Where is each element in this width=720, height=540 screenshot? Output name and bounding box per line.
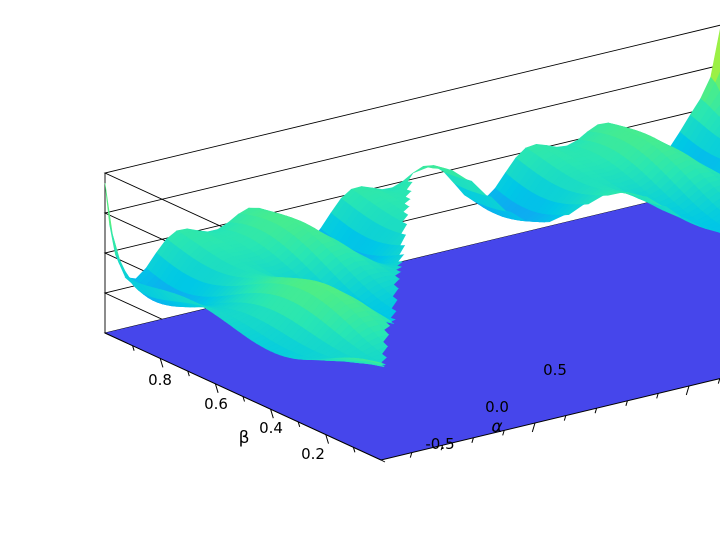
alpha-tick-label: 0.0 — [485, 398, 509, 416]
beta-tick-label: 0.6 — [204, 395, 228, 413]
alpha-tick — [625, 400, 628, 406]
surface-patch — [451, 170, 467, 180]
surface-patch — [710, 28, 720, 84]
beta-tick — [214, 383, 219, 393]
surface-patch — [529, 220, 545, 223]
surface-patch — [490, 196, 507, 212]
surface-patch — [471, 180, 487, 196]
beta-tick — [242, 396, 245, 402]
surface-patch — [665, 206, 682, 218]
surface-patch — [607, 191, 623, 196]
surface-patch — [109, 224, 125, 271]
surface-patch — [412, 165, 430, 174]
surface-patch — [704, 228, 720, 233]
surface-patch — [646, 196, 662, 206]
floor-plane — [105, 185, 720, 460]
alpha-axis-tick-labels: -0.5 0.0 0.5 — [425, 361, 567, 453]
alpha-tick — [563, 415, 567, 421]
surface-patch — [401, 172, 414, 183]
beta-tick-label: 0.2 — [301, 445, 325, 463]
alpha-tick — [471, 437, 474, 443]
beta-tick — [187, 370, 190, 377]
surface-patch — [113, 248, 130, 280]
surface-patch — [568, 204, 585, 215]
surface-patch — [627, 192, 643, 197]
alpha-tick — [594, 408, 598, 414]
surface-patch — [432, 167, 448, 170]
alpha-tick-label: 0.5 — [543, 361, 567, 379]
alpha-tick-label: -0.5 — [425, 435, 454, 453]
surface-mesh — [104, 28, 720, 367]
alpha-tick — [685, 385, 690, 396]
axes — [104, 332, 720, 461]
beta-tick — [352, 447, 356, 453]
beta-tick — [132, 345, 135, 351]
surface-patch — [685, 218, 701, 227]
beta-tick-label: 0.8 — [148, 371, 172, 389]
alpha-tick — [531, 422, 536, 433]
surface-patch — [588, 195, 604, 205]
alpha-tick — [440, 445, 444, 451]
alpha-tick — [656, 393, 659, 399]
alpha-tick — [409, 452, 413, 458]
beta-tick-label: 0.4 — [259, 419, 283, 437]
surface-patch — [549, 214, 565, 223]
surface-patch — [104, 182, 121, 262]
floor-polygon — [105, 185, 720, 460]
alpha-axis-label: α — [491, 417, 502, 437]
surface-patch — [510, 211, 526, 222]
alpha-tick — [502, 430, 505, 436]
beta-axis-tick-labels: 0.2 0.4 0.6 0.8 — [148, 371, 325, 463]
beta-tick — [325, 434, 329, 444]
beta-axis-label: β — [239, 428, 250, 448]
surface-patch — [371, 361, 383, 364]
beta-tick — [270, 409, 274, 419]
beta-tick — [159, 358, 164, 368]
beta-tick — [297, 421, 301, 428]
